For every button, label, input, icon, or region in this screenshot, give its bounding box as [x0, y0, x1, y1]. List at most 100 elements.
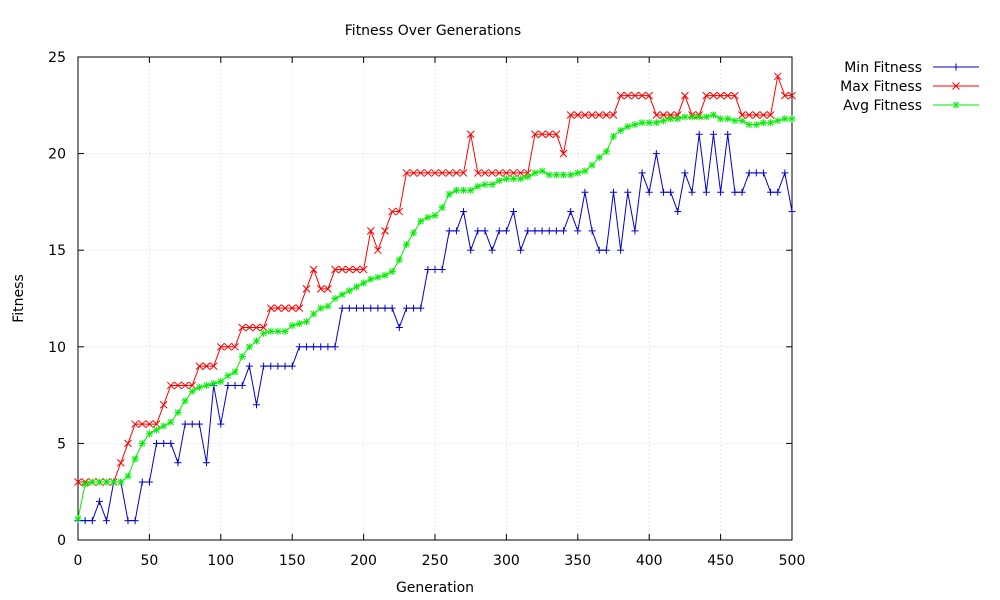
data-point — [510, 175, 518, 183]
data-point — [81, 480, 89, 488]
data-point — [253, 401, 260, 409]
series-layer — [74, 72, 796, 525]
data-point — [631, 227, 639, 235]
x-tick-label: 200 — [350, 553, 377, 569]
data-point — [103, 517, 111, 525]
data-point — [488, 246, 496, 254]
data-point — [410, 229, 418, 237]
data-point — [602, 111, 611, 119]
data-point — [474, 182, 482, 190]
data-point — [588, 161, 596, 169]
legend-marker — [952, 82, 960, 90]
y-tick-label: 25 — [48, 50, 66, 66]
data-point — [445, 227, 453, 235]
data-point — [345, 287, 353, 295]
data-point — [502, 169, 511, 177]
data-point — [431, 169, 439, 177]
data-point — [717, 115, 725, 123]
data-point — [409, 169, 418, 177]
data-point — [202, 362, 211, 370]
data-point — [738, 188, 746, 196]
data-point — [267, 362, 275, 370]
data-point — [531, 227, 539, 235]
data-point — [759, 169, 767, 177]
data-point — [416, 169, 425, 177]
data-point — [167, 439, 175, 447]
data-point — [138, 420, 147, 428]
data-point — [245, 343, 253, 351]
data-point — [652, 150, 660, 158]
data-point — [395, 207, 404, 216]
x-tick-label: 50 — [140, 553, 158, 569]
data-point — [731, 117, 739, 125]
data-point — [352, 265, 361, 274]
data-point — [459, 169, 468, 177]
data-point — [766, 111, 775, 119]
data-point — [681, 169, 689, 177]
data-point — [217, 420, 225, 428]
data-point — [559, 149, 568, 158]
data-point — [731, 188, 739, 196]
data-point — [560, 227, 568, 235]
data-point — [767, 188, 775, 196]
data-point — [531, 130, 539, 139]
x-tick-label: 100 — [207, 553, 234, 569]
data-point — [260, 362, 268, 370]
data-point — [752, 121, 760, 129]
data-point — [317, 343, 325, 351]
data-point — [95, 497, 103, 505]
data-point — [388, 207, 397, 216]
data-point — [224, 381, 232, 389]
data-point — [374, 246, 382, 255]
data-point — [310, 310, 318, 318]
data-point — [609, 111, 618, 119]
data-point — [759, 119, 767, 127]
data-point — [367, 275, 375, 283]
data-point — [574, 227, 582, 235]
data-point — [774, 117, 782, 125]
data-point — [302, 284, 311, 293]
data-point — [688, 113, 696, 121]
data-point — [695, 113, 703, 121]
y-axis-title: Fitness — [11, 274, 27, 323]
chart-title: Fitness Over Generations — [345, 23, 521, 39]
data-point — [638, 169, 646, 177]
x-tick-label: 300 — [493, 553, 520, 569]
data-point — [724, 130, 732, 138]
data-point — [767, 119, 775, 127]
data-point — [381, 227, 389, 235]
series-avg-fitness — [74, 111, 796, 523]
data-point — [674, 208, 682, 216]
data-point — [231, 381, 239, 389]
data-point — [667, 115, 675, 123]
data-point — [788, 208, 796, 216]
data-point — [610, 132, 617, 140]
data-point — [345, 265, 354, 274]
data-point — [131, 420, 139, 428]
data-point — [495, 227, 503, 235]
legend-label: Min Fitness — [844, 60, 922, 76]
data-point — [352, 304, 360, 312]
data-point — [645, 91, 654, 100]
data-point — [209, 362, 218, 370]
data-point — [452, 186, 460, 194]
data-point — [681, 91, 689, 100]
data-point — [417, 304, 425, 312]
y-tick-label: 0 — [57, 533, 66, 549]
data-point — [631, 91, 639, 100]
data-point — [302, 318, 310, 326]
data-point — [138, 439, 146, 447]
data-point — [117, 478, 125, 486]
data-point — [717, 188, 725, 196]
data-point — [673, 111, 682, 119]
data-point — [210, 380, 218, 388]
data-point — [545, 227, 553, 235]
data-point — [610, 188, 617, 196]
data-point — [338, 265, 347, 274]
data-point — [195, 362, 204, 370]
data-point — [552, 130, 561, 139]
data-point — [260, 329, 268, 337]
legend-label: Avg Fitness — [843, 98, 922, 114]
data-point — [295, 304, 304, 313]
data-point — [324, 343, 332, 351]
